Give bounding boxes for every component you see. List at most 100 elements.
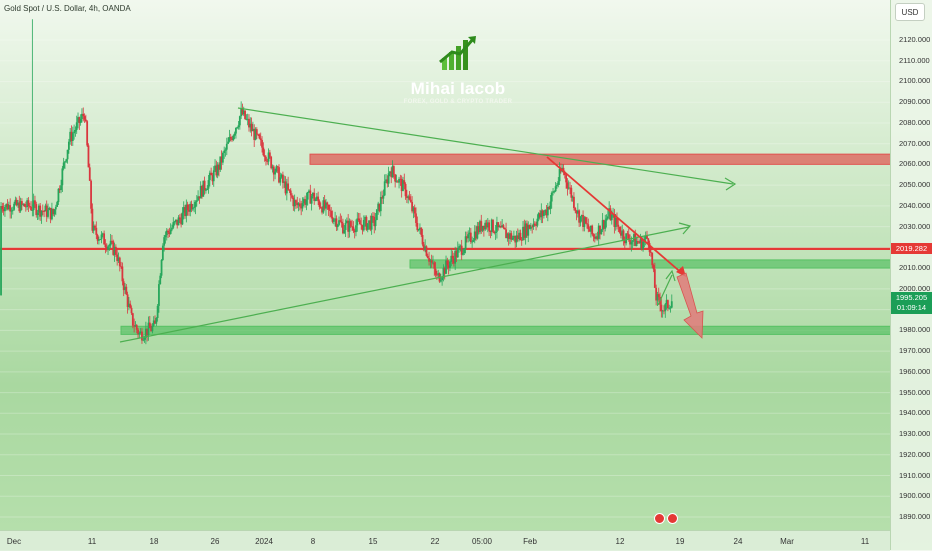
candle-body: [347, 220, 350, 232]
candle-body: [412, 207, 415, 212]
candle-body: [435, 274, 438, 276]
candle-body: [429, 260, 432, 262]
candle-body: [19, 201, 22, 212]
currency-button[interactable]: USD: [895, 3, 925, 21]
candle-body: [616, 217, 618, 225]
candle-body: [527, 224, 530, 236]
candle-body: [65, 159, 68, 162]
chart-area[interactable]: [0, 0, 890, 530]
last-price: 1995.205: [895, 292, 928, 302]
candle-body: [650, 252, 652, 253]
time-axis[interactable]: Dec 11 18 26 2024 8 15 22 05:00 Feb 12 19 24 Mar 11: [0, 530, 890, 551]
candle-body: [420, 227, 423, 235]
candle-body: [120, 266, 122, 268]
candle-body: [365, 217, 368, 230]
candle-body: [464, 236, 467, 249]
candle-body: [6, 203, 9, 210]
time-tick-label: 18: [149, 537, 159, 546]
time-tick-label: Mar: [780, 537, 794, 546]
candle-body: [476, 226, 479, 239]
candle-body: [152, 320, 155, 326]
candle-body: [630, 241, 633, 245]
candle-body: [618, 226, 621, 233]
candle-body: [335, 218, 338, 228]
candle-body: [134, 325, 137, 327]
candle-body: [503, 227, 506, 230]
candle-body: [233, 133, 236, 136]
price-tick-label: 1970.000: [899, 346, 931, 356]
candle-body: [291, 195, 293, 198]
candle-body: [514, 235, 517, 243]
candle-body: [66, 149, 69, 160]
candle-body: [463, 248, 466, 254]
candle-body: [475, 231, 477, 239]
candle-body: [39, 205, 42, 217]
candle-body: [655, 287, 658, 301]
candle-body: [570, 187, 573, 198]
candle-body: [266, 161, 269, 162]
candle-body: [445, 260, 447, 274]
candle-body: [305, 199, 308, 205]
candle-body: [404, 183, 407, 197]
candle-body: [23, 204, 26, 207]
candle-body: [343, 230, 346, 234]
candle-body: [104, 244, 107, 248]
candle-body: [309, 190, 312, 204]
event-flag-icon[interactable]: [654, 513, 665, 524]
candle-body: [422, 244, 425, 251]
candle-body: [172, 222, 175, 228]
candle-body: [471, 241, 474, 243]
trendline-arrow-head: [678, 222, 692, 235]
candle-body: [377, 203, 380, 210]
candle-body: [660, 304, 663, 312]
candle-body: [297, 203, 300, 206]
candle-body: [232, 135, 235, 141]
candle-body: [664, 304, 667, 312]
candle-body: [653, 269, 656, 288]
time-tick-label: 05:00: [471, 537, 493, 546]
candle-body: [364, 217, 367, 221]
candle-body: [182, 207, 185, 213]
candle-body: [321, 207, 323, 213]
candle-body: [512, 235, 515, 238]
candle-body: [593, 236, 596, 239]
price-chart[interactable]: [0, 0, 890, 530]
candle-body: [244, 110, 246, 119]
candle-body: [61, 168, 64, 186]
candle-body: [668, 307, 671, 309]
candle-body: [44, 205, 47, 212]
candle-body: [644, 235, 647, 239]
candle-body: [499, 226, 502, 228]
candle-body: [587, 224, 590, 230]
candle-body: [614, 217, 617, 227]
candle-body: [81, 113, 83, 119]
economic-events[interactable]: [654, 513, 678, 524]
candle-body: [173, 221, 176, 223]
candle-body: [485, 222, 488, 228]
time-tick-label: 24: [733, 537, 743, 546]
candle-body: [178, 217, 181, 220]
candle-body: [159, 275, 162, 285]
candle-body: [374, 219, 377, 227]
candle-body: [489, 230, 492, 232]
candle-body: [214, 165, 216, 171]
candle-body: [143, 337, 146, 340]
candle-body: [334, 218, 337, 220]
candle-body: [122, 281, 125, 291]
event-flag-icon[interactable]: [667, 513, 678, 524]
candle-body: [490, 219, 493, 232]
candle-body: [197, 196, 199, 201]
price-axis[interactable]: 2120.000 2110.000 2100.000 2090.000 2080.000…: [890, 0, 932, 550]
candle-body: [84, 119, 87, 122]
candle-body: [242, 110, 245, 115]
candle-body: [535, 225, 537, 226]
candle-body: [180, 219, 183, 225]
candle-body: [289, 190, 292, 196]
candle-body: [262, 147, 265, 156]
candle-body: [265, 156, 267, 162]
candle-body: [82, 113, 85, 117]
candle-body: [344, 222, 347, 231]
brand-watermark: Mihai Iacob FOREX, GOLD & CRYPTO TRADER: [398, 34, 518, 105]
price-tick-label: 2120.000: [899, 35, 931, 44]
candle-body: [95, 227, 98, 235]
